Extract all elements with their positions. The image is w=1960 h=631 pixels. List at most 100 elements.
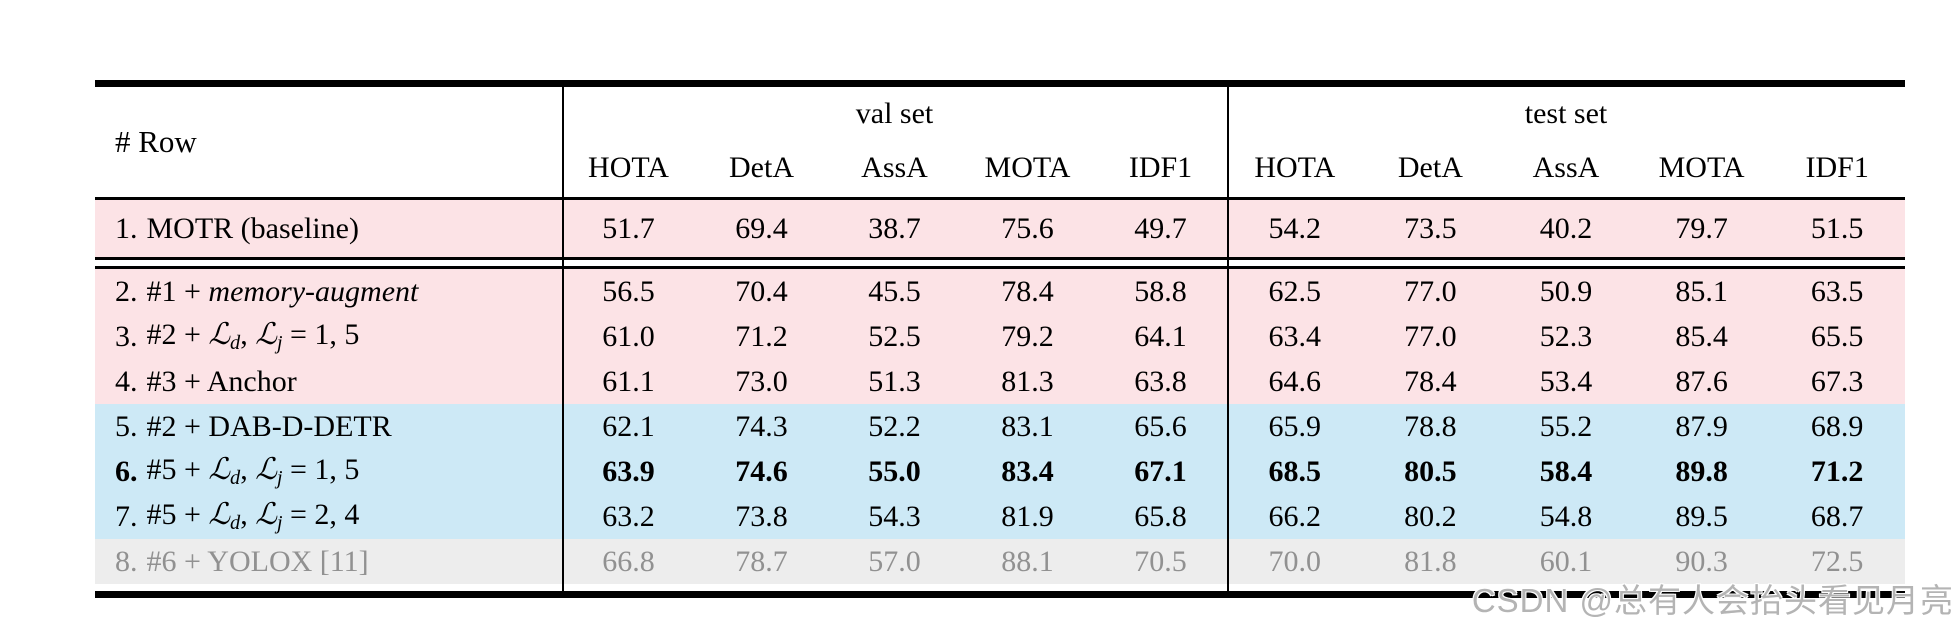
val-metric-cell: 74.6 bbox=[735, 454, 788, 488]
test-metric-cell: 51.5 bbox=[1810, 211, 1864, 245]
test-metric-cell: 77.0 bbox=[1404, 319, 1457, 353]
baseline-row-section: 1. MOTR (baseline) 51.7 69.4 38.7 75.6 49.7 … bbox=[95, 200, 1905, 257]
test-metric-cell: 62.5 bbox=[1268, 274, 1322, 308]
val-set-column-headers: HOTA DetA AssA MOTA IDF1 bbox=[562, 151, 1227, 185]
bottom-rule bbox=[95, 591, 1905, 598]
label-segment: ℒ bbox=[255, 318, 277, 352]
test-metric-cell: 68.7 bbox=[1810, 499, 1864, 533]
val-metric-cell: 71.2 bbox=[735, 319, 788, 353]
test-metric-cell: 63.4 bbox=[1268, 319, 1322, 353]
label-segment: = 1, 5 bbox=[282, 453, 360, 487]
label-segment: = 2, 4 bbox=[282, 498, 360, 532]
row-number: 4. bbox=[115, 364, 138, 398]
row-label: #1 + memory-augment bbox=[147, 275, 419, 309]
label-segment: MOTR (baseline) bbox=[146, 211, 359, 245]
column-header: IDF1 bbox=[1805, 151, 1869, 184]
test-metric-cell: 40.2 bbox=[1539, 211, 1593, 245]
column-header: AssA bbox=[861, 151, 928, 184]
table-row: 6. #5 + ℒd, ℒj = 1, 5 63.9 74.6 55.0 83.4 67… bbox=[95, 449, 1905, 494]
column-header: MOTA bbox=[984, 151, 1071, 184]
test-metric-cell: 70.0 bbox=[1268, 544, 1322, 578]
label-segment: #5 + bbox=[146, 498, 209, 532]
test-metric-cell: 80.2 bbox=[1404, 499, 1457, 533]
val-metric-cell: 54.3 bbox=[868, 499, 921, 533]
row-number: 2. bbox=[115, 274, 138, 308]
val-set-cells: 63.9 74.6 55.0 83.4 67.1 bbox=[562, 455, 1227, 489]
test-set-cells: 70.0 81.8 60.1 90.3 72.5 bbox=[1227, 545, 1905, 579]
row-label: #5 + ℒd, ℒj = 1, 5 bbox=[147, 452, 360, 490]
test-set-cells: 63.4 77.0 52.3 85.4 65.5 bbox=[1227, 320, 1905, 354]
row-label-cell: 5. #2 + DAB-D-DETR bbox=[95, 410, 562, 444]
val-metric-cell: 64.1 bbox=[1134, 319, 1187, 353]
val-set-cells: 63.2 73.8 54.3 81.9 65.8 bbox=[562, 500, 1227, 534]
row-label-cell: 3. #2 + ℒd, ℒj = 1, 5 bbox=[95, 317, 562, 355]
test-metric-cell: 53.4 bbox=[1539, 364, 1593, 398]
test-set-column-headers: HOTA DetA AssA MOTA IDF1 bbox=[1227, 151, 1905, 185]
val-metric-cell: 55.0 bbox=[868, 454, 921, 488]
val-metric-cell: 73.8 bbox=[735, 499, 788, 533]
val-metric-cell: 49.7 bbox=[1134, 211, 1187, 245]
row-label: #5 + ℒd, ℒj = 2, 4 bbox=[147, 497, 360, 535]
label-segment: ℒ bbox=[255, 453, 277, 487]
row-number: 8. bbox=[115, 544, 138, 578]
test-metric-cell: 71.2 bbox=[1810, 454, 1864, 488]
val-metric-cell: 73.0 bbox=[735, 364, 788, 398]
val-metric-cell: 69.4 bbox=[735, 211, 788, 245]
label-segment: ℒ bbox=[208, 453, 231, 487]
test-set-cells: 62.5 77.0 50.9 85.1 63.5 bbox=[1227, 275, 1905, 309]
test-metric-cell: 79.7 bbox=[1675, 211, 1728, 245]
label-segment: , bbox=[240, 453, 256, 487]
test-metric-cell: 77.0 bbox=[1404, 274, 1457, 308]
test-set-cells: 65.9 78.8 55.2 87.9 68.9 bbox=[1227, 410, 1905, 444]
val-set-cells: 56.5 70.4 45.5 78.4 58.8 bbox=[562, 275, 1227, 309]
val-metric-cell: 51.7 bbox=[602, 211, 655, 245]
val-set-cells: 51.7 69.4 38.7 75.6 49.7 bbox=[562, 212, 1227, 246]
table-row: 7. #5 + ℒd, ℒj = 2, 4 63.2 73.8 54.3 81.9 65… bbox=[95, 494, 1905, 539]
label-segment: d bbox=[230, 512, 241, 535]
test-set-cells: 68.5 80.5 58.4 89.8 71.2 bbox=[1227, 455, 1905, 489]
label-segment: = 1, 5 bbox=[282, 318, 360, 352]
label-segment: , bbox=[240, 318, 256, 352]
double-rule-bottom bbox=[95, 266, 1905, 269]
table-header: # Row val set HOTA DetA AssA MOTA IDF1 test … bbox=[95, 87, 1905, 197]
ablation-table: # Row val set HOTA DetA AssA MOTA IDF1 test … bbox=[95, 80, 1905, 598]
test-metric-cell: 63.5 bbox=[1810, 274, 1864, 308]
test-metric-cell: 81.8 bbox=[1404, 544, 1457, 578]
row-number: 7. bbox=[115, 499, 138, 533]
val-metric-cell: 74.3 bbox=[735, 409, 788, 443]
bottom-gap bbox=[95, 584, 1905, 591]
val-metric-cell: 67.1 bbox=[1134, 454, 1187, 488]
double-rule-gap bbox=[95, 260, 1905, 266]
val-metric-cell: 78.4 bbox=[1001, 274, 1054, 308]
label-segment: , bbox=[240, 498, 256, 532]
row-number: 1. bbox=[115, 211, 138, 245]
row-label-cell: 8. #6 + YOLOX [11] bbox=[95, 545, 562, 579]
val-metric-cell: 65.8 bbox=[1134, 499, 1187, 533]
column-header: IDF1 bbox=[1128, 151, 1193, 184]
val-metric-cell: 45.5 bbox=[868, 274, 921, 308]
test-metric-cell: 68.5 bbox=[1268, 454, 1322, 488]
test-metric-cell: 73.5 bbox=[1404, 211, 1457, 245]
val-set-title: val set bbox=[855, 97, 934, 130]
row-number: 5. bbox=[115, 409, 138, 443]
label-segment: d bbox=[230, 332, 241, 355]
test-metric-cell: 89.8 bbox=[1675, 454, 1728, 488]
top-rule bbox=[95, 80, 1905, 87]
double-rule-top bbox=[95, 257, 1905, 260]
row-label: #6 + YOLOX [11] bbox=[147, 545, 369, 579]
row-label-cell: 4. #3 + Anchor bbox=[95, 365, 562, 399]
test-metric-cell: 67.3 bbox=[1810, 364, 1864, 398]
test-metric-cell: 54.2 bbox=[1268, 211, 1322, 245]
label-segment: #2 + bbox=[146, 318, 209, 352]
header-rule bbox=[95, 197, 1905, 200]
column-separator-1 bbox=[562, 87, 564, 591]
val-set-cells: 61.1 73.0 51.3 81.3 63.8 bbox=[562, 365, 1227, 399]
test-metric-cell: 65.9 bbox=[1268, 409, 1322, 443]
test-metric-cell: 90.3 bbox=[1675, 544, 1728, 578]
val-metric-cell: 63.2 bbox=[602, 499, 655, 533]
table-row: 3. #2 + ℒd, ℒj = 1, 5 61.0 71.2 52.5 79.2 64… bbox=[95, 314, 1905, 359]
test-set-cells: 66.2 80.2 54.8 89.5 68.7 bbox=[1227, 500, 1905, 534]
column-header: HOTA bbox=[588, 151, 669, 184]
test-metric-cell: 87.9 bbox=[1675, 409, 1728, 443]
row-label-cell: 1. MOTR (baseline) bbox=[95, 212, 562, 246]
